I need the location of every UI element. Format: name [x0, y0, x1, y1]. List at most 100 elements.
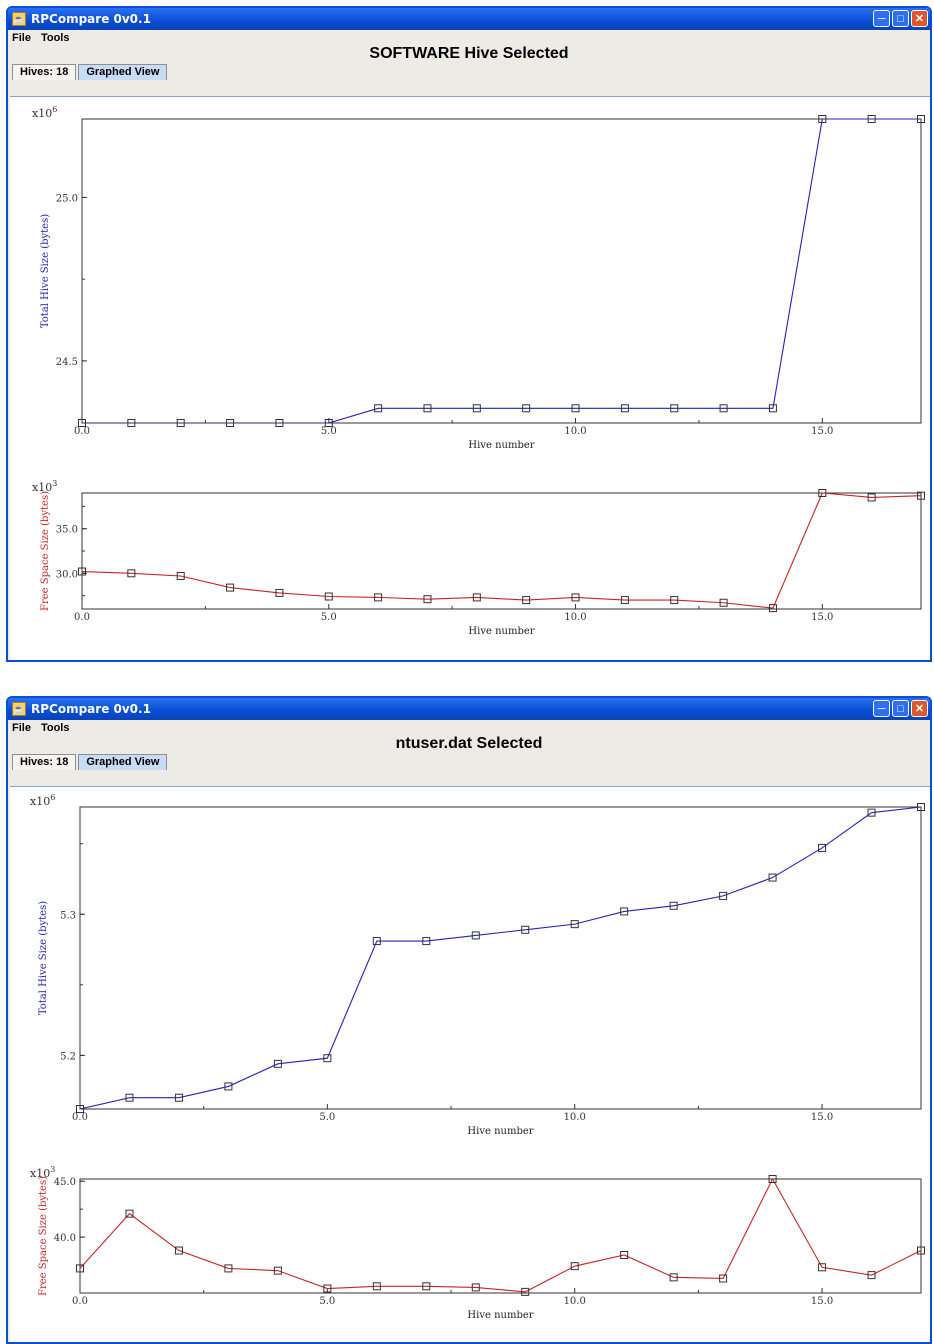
- selected-hive-heading: SOFTWARE Hive Selected: [369, 45, 569, 62]
- data-point: [670, 404, 679, 413]
- x-tick-label: 15.0: [811, 612, 833, 623]
- data-point: [768, 404, 777, 413]
- graphs-svg: x106 0.0 5.0 10.0 15.0 24.5 25.0 Hive number Tot…: [32, 105, 925, 637]
- menu-file[interactable]: File: [12, 722, 31, 734]
- x-axis-label: Hive number: [468, 626, 534, 637]
- data-point: [522, 596, 531, 605]
- data-point: [521, 925, 530, 934]
- x-tick-label: 10.0: [564, 426, 586, 437]
- total-hive-size-chart: x106 0.0 5.0 10.0 15.0 24.5 25.0 Hive number Tot…: [32, 105, 925, 451]
- data-point: [620, 404, 629, 413]
- data-point: [127, 569, 136, 578]
- y-tick-label: 25.0: [56, 193, 78, 204]
- series-line: [81, 492, 921, 609]
- data-point: [522, 404, 531, 413]
- axis-multiplier: x103: [30, 1165, 55, 1180]
- data-point: [324, 419, 333, 427]
- plot-area: [81, 118, 922, 424]
- data-point: [768, 1175, 777, 1183]
- menu-file[interactable]: File: [12, 32, 31, 44]
- tab-hives[interactable]: Hives: 18: [12, 64, 77, 80]
- data-point: [472, 404, 481, 413]
- data-point: [224, 1264, 233, 1273]
- data-point: [323, 1284, 332, 1293]
- app-window-software: ☕ RPCompare 0v0.1 ─ □ ✕ File Tools SOFTW…: [6, 6, 932, 662]
- data-point: [471, 1283, 480, 1292]
- menu-tools[interactable]: Tools: [40, 32, 70, 44]
- total-hive-size-chart: x106 0.0 5.0 10.0 15.0 5.2 5.3 Hive number Total…: [30, 793, 925, 1137]
- data-point: [374, 404, 383, 413]
- data-point: [125, 1093, 134, 1102]
- data-point: [571, 593, 580, 602]
- maximize-button[interactable]: □: [892, 10, 909, 27]
- data-point: [570, 920, 579, 929]
- data-point: [374, 593, 383, 602]
- close-button[interactable]: ✕: [911, 10, 928, 27]
- data-point: [422, 937, 431, 946]
- plot-area: [81, 492, 922, 610]
- app-window-ntuser: ☕ RPCompare 0v0.1 ─ □ ✕ File Tools ntuse…: [6, 696, 932, 1344]
- axis-multiplier: x106: [30, 793, 55, 808]
- free-space-size-chart: x103 0.0 5.0 10.0 15.0 40.0 45.0 Hive number Fre…: [30, 1165, 925, 1321]
- x-tick-label: 5.0: [319, 1112, 335, 1123]
- data-point: [768, 604, 777, 613]
- x-tick-label: 10.0: [564, 1112, 586, 1123]
- data-point: [127, 419, 136, 427]
- data-point: [719, 598, 728, 607]
- data-point: [620, 1251, 629, 1259]
- data-point: [867, 115, 876, 123]
- data-point: [472, 593, 481, 602]
- data-point: [521, 1287, 530, 1296]
- data-point: [372, 937, 381, 946]
- data-point: [669, 901, 678, 910]
- minimize-button[interactable]: ─: [873, 700, 890, 717]
- window-title: RPCompare 0v0.1: [31, 702, 151, 716]
- data-point: [125, 1209, 134, 1218]
- data-point: [669, 1273, 678, 1282]
- close-button[interactable]: ✕: [911, 700, 928, 717]
- java-app-icon: ☕: [12, 12, 26, 26]
- x-tick-label: 5.0: [321, 612, 337, 623]
- series-line: [79, 1177, 921, 1293]
- data-point: [571, 404, 580, 413]
- data-point: [323, 1054, 332, 1063]
- data-point: [273, 1059, 282, 1068]
- x-axis-label: Hive number: [467, 1126, 533, 1137]
- y-axis-label: Total Hive Size (bytes): [38, 901, 49, 1015]
- data-point: [620, 907, 629, 916]
- y-tick-label: 45.0: [54, 1177, 76, 1188]
- tab-graphed-view[interactable]: Graphed View: [78, 754, 168, 770]
- x-tick-label: 10.0: [564, 612, 586, 623]
- data-point: [226, 419, 235, 427]
- data-point: [471, 931, 480, 940]
- series-line: [79, 806, 921, 1109]
- data-point: [226, 583, 235, 592]
- graph-panel: x106 0.0 5.0 10.0 15.0 5.2 5.3 Hive number Total…: [10, 786, 930, 1342]
- data-point: [917, 115, 925, 123]
- data-point: [570, 1262, 579, 1271]
- data-point: [670, 596, 679, 605]
- data-point: [78, 567, 86, 576]
- plot-area: [79, 806, 922, 1110]
- y-tick-label: 35.0: [56, 525, 78, 536]
- menu-tools[interactable]: Tools: [40, 722, 70, 734]
- tab-bar: Hives: 18 Graphed View: [12, 64, 930, 80]
- data-point: [423, 404, 432, 413]
- data-point: [917, 491, 925, 500]
- x-axis-label: Hive number: [468, 440, 534, 451]
- minimize-button[interactable]: ─: [873, 10, 890, 27]
- graphs-svg: x106 0.0 5.0 10.0 15.0 5.2 5.3 Hive number Total…: [30, 793, 925, 1321]
- title-bar[interactable]: ☕ RPCompare 0v0.1 ─ □ ✕: [8, 8, 930, 30]
- title-bar[interactable]: ☕ RPCompare 0v0.1 ─ □ ✕: [8, 698, 930, 720]
- maximize-button[interactable]: □: [892, 700, 909, 717]
- data-point: [174, 1246, 183, 1255]
- tab-hives[interactable]: Hives: 18: [12, 754, 77, 770]
- data-point: [818, 115, 827, 123]
- data-point: [867, 808, 876, 817]
- x-tick-label: 5.0: [319, 1296, 335, 1307]
- y-axis-label: Free Space Size (bytes): [40, 491, 51, 611]
- plot-area: [79, 1178, 922, 1294]
- tab-graphed-view[interactable]: Graphed View: [78, 64, 168, 80]
- x-tick-label: 0.0: [72, 1112, 88, 1123]
- data-point: [422, 1282, 431, 1291]
